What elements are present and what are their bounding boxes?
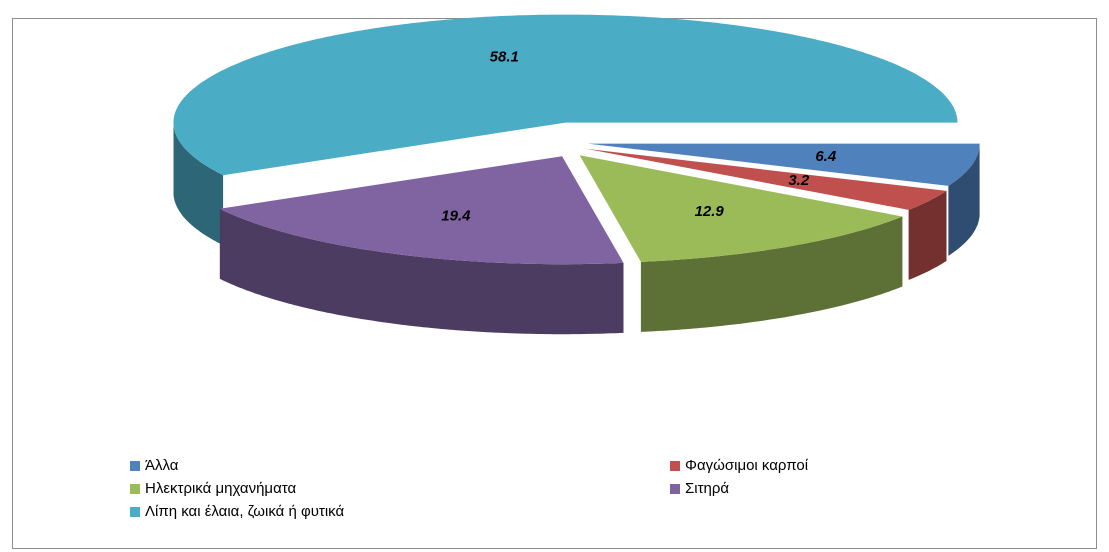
legend-label: Λίπη και έλαια, ζωικά ή φυτικά [145,503,344,520]
legend-label: Φαγώσιμοι καρποί [685,457,809,474]
legend-swatch [130,484,140,494]
slice-side [908,190,947,280]
legend-swatch [670,461,680,471]
data-label: 3.2 [788,172,810,189]
slice-side [640,216,903,332]
slice [173,14,958,176]
slice [587,143,980,186]
slice [579,155,903,262]
slice-side [948,143,980,256]
data-label: 19.4 [441,207,471,224]
data-label: 58.1 [490,49,519,66]
legend-label: Σιτηρά [685,480,729,497]
legend-swatch [670,484,680,494]
slice [219,156,624,265]
data-label: 12.9 [695,203,725,220]
slice-side [219,208,624,335]
legend-swatch [130,507,140,517]
legend-swatch [130,461,140,471]
data-label: 6.4 [815,148,837,165]
slice [585,148,947,210]
slice-side [173,122,224,246]
legend-label: Ηλεκτρικά μηχανήματα [145,480,296,497]
legend-label: Άλλα [145,457,179,474]
